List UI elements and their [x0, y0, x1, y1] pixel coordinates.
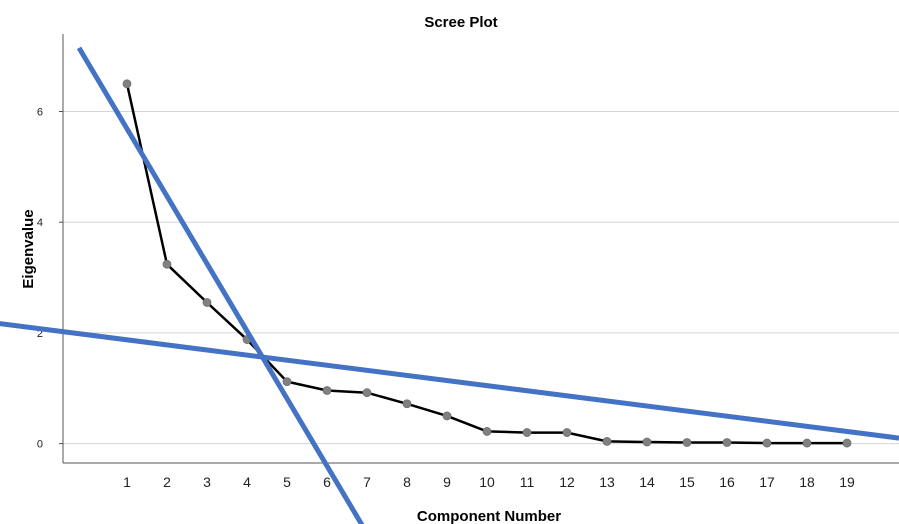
series-group: [125, 83, 847, 445]
overlay-lines: [0, 46, 899, 524]
x-tick-label-9: 9: [443, 474, 451, 490]
data-point-11: [522, 428, 532, 437]
x-tick-label-5: 5: [283, 474, 291, 490]
x-tick-label-2: 2: [163, 474, 171, 490]
data-point-12: [562, 428, 572, 437]
data-point-6: [322, 386, 332, 395]
x-tick-label-18: 18: [799, 474, 815, 490]
gridlines: [63, 110, 899, 445]
data-point-8: [402, 399, 412, 409]
data-point-18: [802, 438, 812, 448]
eigenvalue-series-line: [125, 83, 847, 445]
x-tick-label-6: 6: [323, 474, 331, 490]
data-point-3: [202, 298, 212, 307]
x-tick-labels: 1 2 3 4 5 6 7 8 9 10 11 12 13 14 15 16 17 18 19: [123, 474, 855, 490]
x-tick-label-10: 10: [479, 474, 495, 490]
x-tick-label-15: 15: [679, 474, 695, 490]
data-point-14: [642, 437, 652, 447]
x-tick-label-12: 12: [559, 474, 575, 490]
x-tick-label-16: 16: [719, 474, 735, 490]
x-tick-label-7: 7: [363, 474, 371, 490]
x-tick-label-17: 17: [759, 474, 775, 490]
overlay-line-1: [76, 46, 365, 524]
data-point-2: [162, 259, 172, 269]
x-tick-label-13: 13: [599, 474, 615, 490]
axes: [62, 34, 899, 464]
overlay-line-2: [0, 321, 899, 441]
y-tick-label-2: 2: [37, 328, 43, 340]
data-point-13: [602, 437, 612, 446]
x-tick-label-19: 19: [839, 474, 855, 490]
y-tick-labels: 0 2 4 6: [37, 106, 63, 451]
data-point-10: [482, 427, 492, 436]
chart-title: Scree Plot: [424, 14, 497, 31]
x-tick-label-11: 11: [520, 474, 535, 490]
data-point-15: [682, 438, 692, 447]
x-tick-label-4: 4: [243, 474, 251, 490]
y-axis-label: Eigenvalue: [20, 209, 37, 288]
x-tick-label-8: 8: [403, 474, 411, 490]
x-tick-label-14: 14: [639, 474, 655, 490]
data-point-9: [442, 411, 452, 421]
x-axis-label: Component Number: [417, 508, 561, 524]
x-tick-label-3: 3: [203, 474, 211, 490]
data-points: [122, 79, 852, 448]
data-point-7: [362, 388, 372, 398]
y-tick-label-6: 6: [37, 106, 43, 118]
x-tick-label-1: 1: [123, 474, 131, 490]
data-point-5: [282, 377, 292, 387]
y-tick-label-4: 4: [37, 217, 43, 229]
data-point-1: [122, 79, 132, 89]
y-tick-label-0: 0: [37, 439, 43, 451]
data-point-16: [722, 438, 732, 447]
data-point-17: [762, 438, 772, 448]
data-point-19: [842, 438, 852, 448]
